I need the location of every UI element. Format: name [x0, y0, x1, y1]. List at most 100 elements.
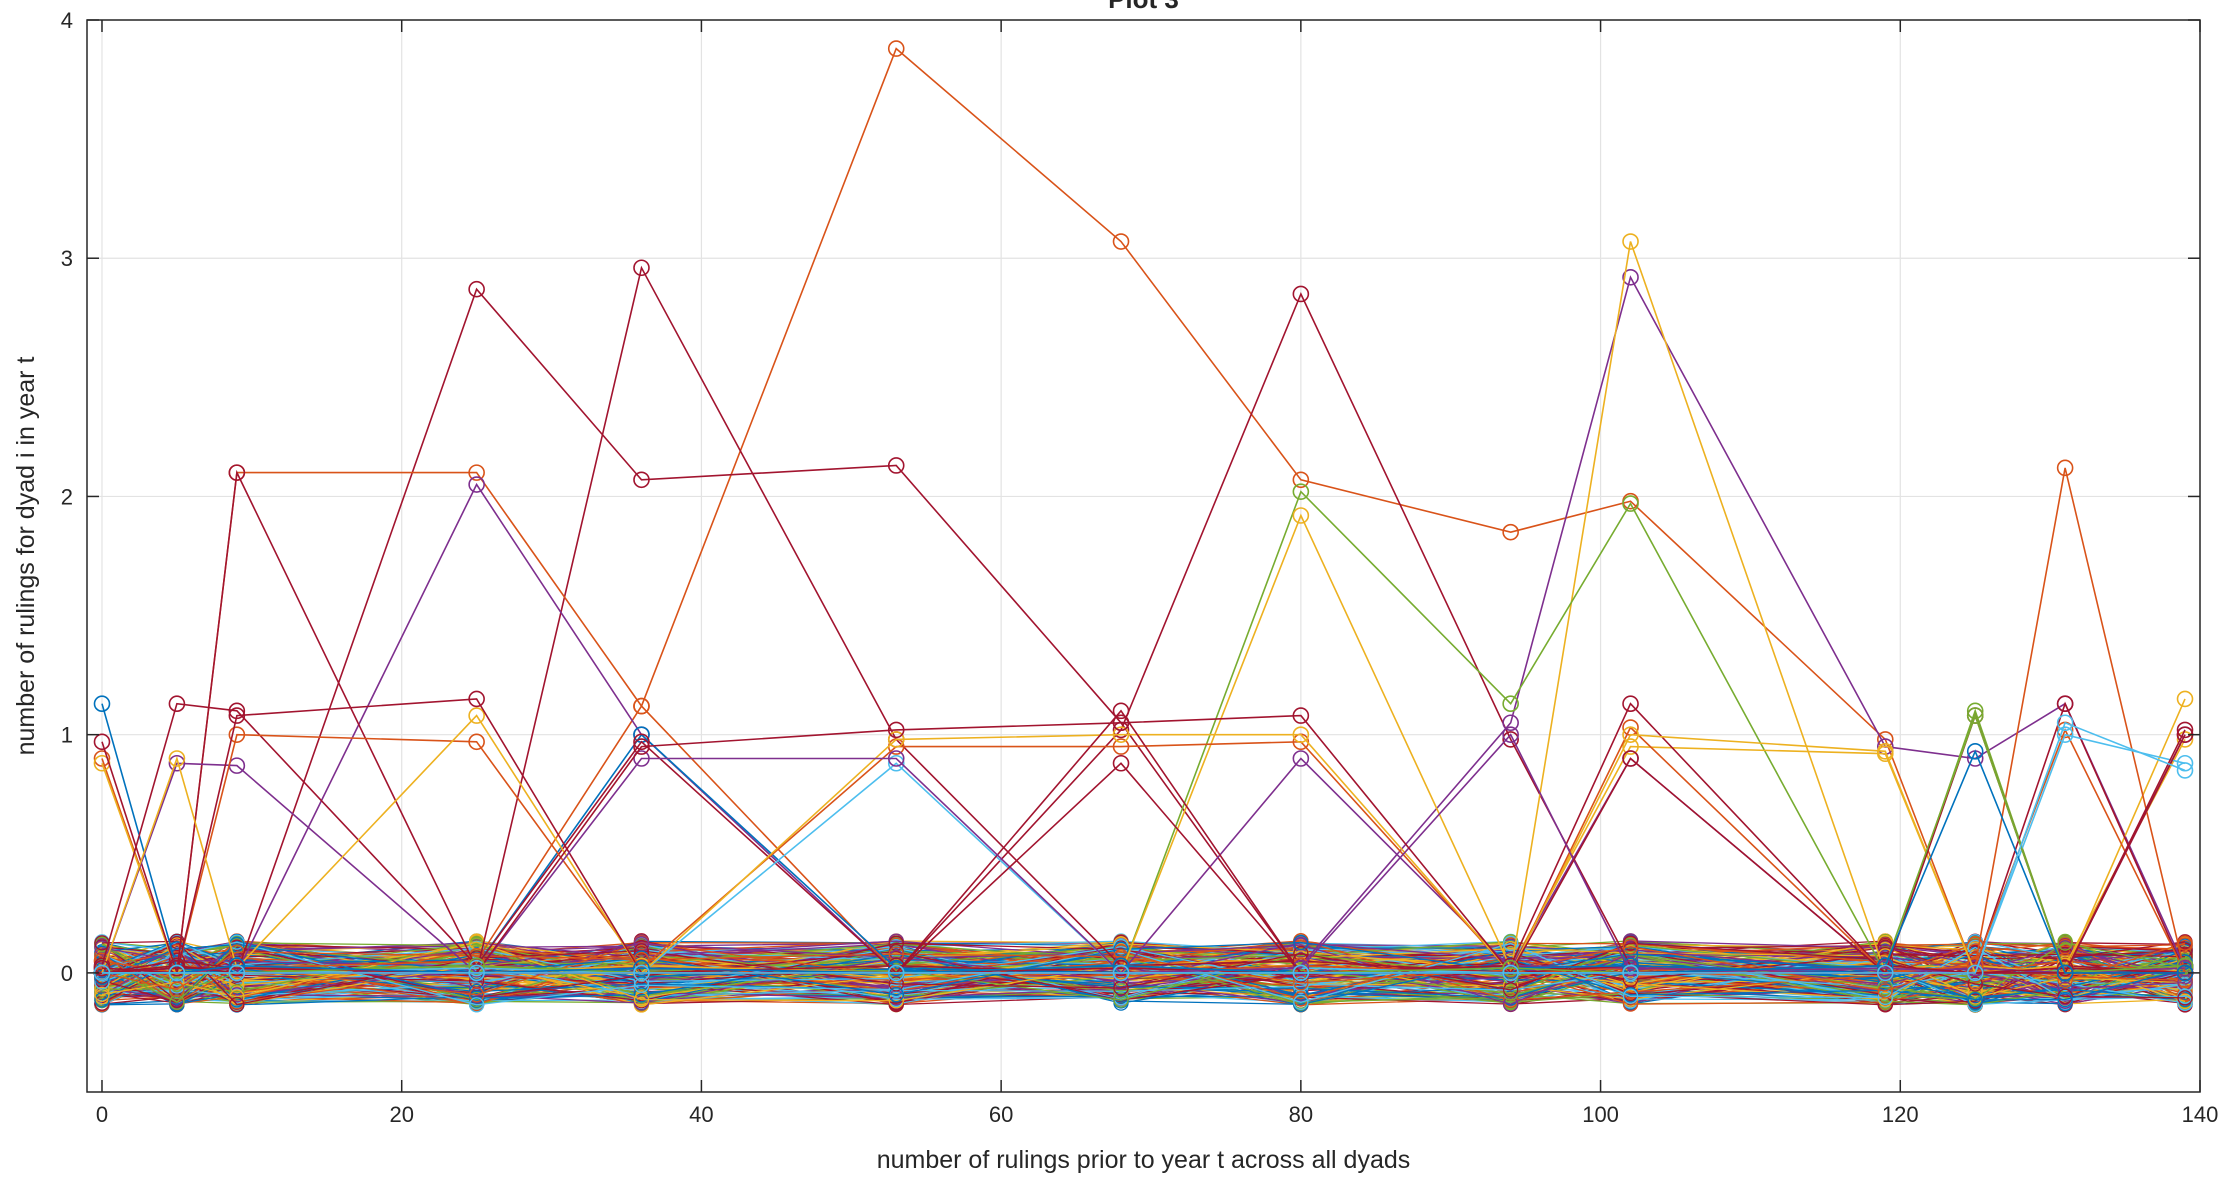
- baseline-point: [633, 987, 650, 1003]
- series-line: [101, 714, 2186, 975]
- data-point: [1292, 750, 1310, 767]
- data-point: [2056, 695, 2074, 712]
- data-point: [1502, 726, 1519, 743]
- data-point: [887, 40, 905, 57]
- data-point: [1622, 495, 1639, 512]
- data-point: [1292, 959, 1310, 977]
- baseline-series-line: [101, 940, 2186, 1001]
- data-point: [633, 697, 650, 715]
- data-point: [228, 464, 246, 481]
- baseline-point: [229, 996, 245, 1013]
- data-point: [468, 280, 485, 298]
- series-line: [102, 721, 2186, 974]
- data-point: [468, 707, 485, 724]
- baseline-point: [1622, 996, 1639, 1012]
- plot-area: [87, 20, 2200, 1092]
- x-tick-label: 0: [96, 1102, 108, 1127]
- y-axis-label: number of rulings for dyad i in year t: [12, 357, 40, 756]
- data-point: [1502, 964, 1519, 982]
- data-point: [1502, 731, 1519, 748]
- series-line: [101, 734, 2186, 974]
- baseline-point: [169, 994, 185, 1010]
- data-point: [1622, 726, 1639, 743]
- data-point: [468, 964, 485, 982]
- data-point: [1502, 523, 1519, 541]
- x-tick-label: 20: [389, 1102, 413, 1127]
- data-point: [1292, 726, 1310, 743]
- data-point: [1622, 268, 1639, 286]
- data-point: [168, 695, 186, 712]
- baseline-point: [633, 977, 650, 994]
- baseline-point: [1293, 934, 1309, 951]
- data-point: [633, 471, 650, 489]
- baseline-point: [1113, 992, 1129, 1008]
- data-point: [2176, 721, 2194, 739]
- y-tick-label: 3: [61, 246, 73, 271]
- data-point: [1876, 964, 1894, 982]
- data-point: [2056, 964, 2074, 982]
- data-point: [93, 750, 111, 767]
- baseline-point: [1967, 992, 1983, 1008]
- data-point: [1112, 754, 1130, 772]
- data-point: [1876, 743, 1894, 760]
- data-point: [1502, 959, 1519, 977]
- data-point: [168, 750, 186, 767]
- data-point: [1622, 750, 1639, 767]
- baseline-point: [94, 969, 110, 986]
- baseline-point: [94, 940, 110, 956]
- baseline-series-line: [101, 942, 2186, 997]
- baseline-point: [169, 981, 185, 997]
- baseline-point: [94, 992, 110, 1008]
- data-point: [1502, 695, 1519, 712]
- data-point: [633, 959, 650, 977]
- series-line: [102, 726, 2186, 975]
- axes-box: [86, 19, 2201, 1093]
- baseline-point: [2057, 991, 2073, 1008]
- data-point: [1622, 738, 1639, 755]
- data-point: [1112, 726, 1130, 743]
- baseline-point: [468, 987, 485, 1003]
- data-point: [168, 754, 186, 772]
- data-point: [228, 707, 246, 724]
- data-point: [1292, 964, 1310, 982]
- data-point: [1112, 738, 1130, 755]
- baseline-point: [229, 984, 245, 1000]
- data-point: [2056, 959, 2074, 977]
- data-point: [887, 731, 905, 748]
- baseline-point: [1622, 935, 1639, 951]
- series-line: [102, 749, 2185, 974]
- x-tick-label: 140: [2182, 1102, 2219, 1127]
- data-series: [93, 40, 2194, 982]
- data-point: [633, 964, 650, 982]
- data-point: [2176, 731, 2194, 748]
- data-point: [887, 750, 905, 767]
- data-point: [1966, 743, 1984, 760]
- data-point: [1112, 233, 1130, 250]
- data-point: [1966, 964, 1984, 982]
- data-point: [168, 964, 186, 982]
- baseline-point: [468, 997, 485, 1013]
- chart-title: Plot 3: [1108, 0, 1179, 14]
- baseline-point: [1967, 936, 1983, 952]
- baseline-point: [888, 976, 904, 992]
- data-point: [1292, 483, 1310, 500]
- baseline-point: [1293, 991, 1309, 1007]
- baseline-point: [1503, 935, 1519, 952]
- data-point: [93, 733, 111, 751]
- data-point: [1502, 714, 1519, 732]
- y-tick-label: 0: [61, 961, 73, 986]
- data-point: [1966, 702, 1984, 720]
- data-point: [228, 964, 246, 982]
- data-point: [633, 738, 650, 755]
- baseline-series-line: [101, 940, 2186, 1005]
- data-point: [2056, 714, 2074, 732]
- baseline-point: [2177, 990, 2193, 1006]
- data-point: [93, 695, 111, 712]
- data-point: [1112, 964, 1130, 982]
- data-point: [887, 959, 905, 977]
- x-axis-label: number of rulings prior to year t across…: [877, 1146, 1411, 1174]
- y-tick-label: 2: [61, 484, 73, 509]
- data-point: [887, 721, 905, 739]
- baseline-point: [888, 993, 904, 1009]
- data-point: [468, 464, 485, 481]
